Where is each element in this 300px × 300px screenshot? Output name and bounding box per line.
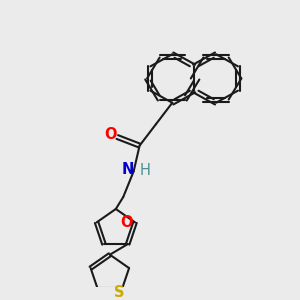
Text: O: O	[104, 127, 117, 142]
Text: S: S	[113, 285, 124, 300]
Text: O: O	[120, 215, 132, 230]
Text: N: N	[122, 162, 134, 177]
Text: H: H	[140, 163, 151, 178]
